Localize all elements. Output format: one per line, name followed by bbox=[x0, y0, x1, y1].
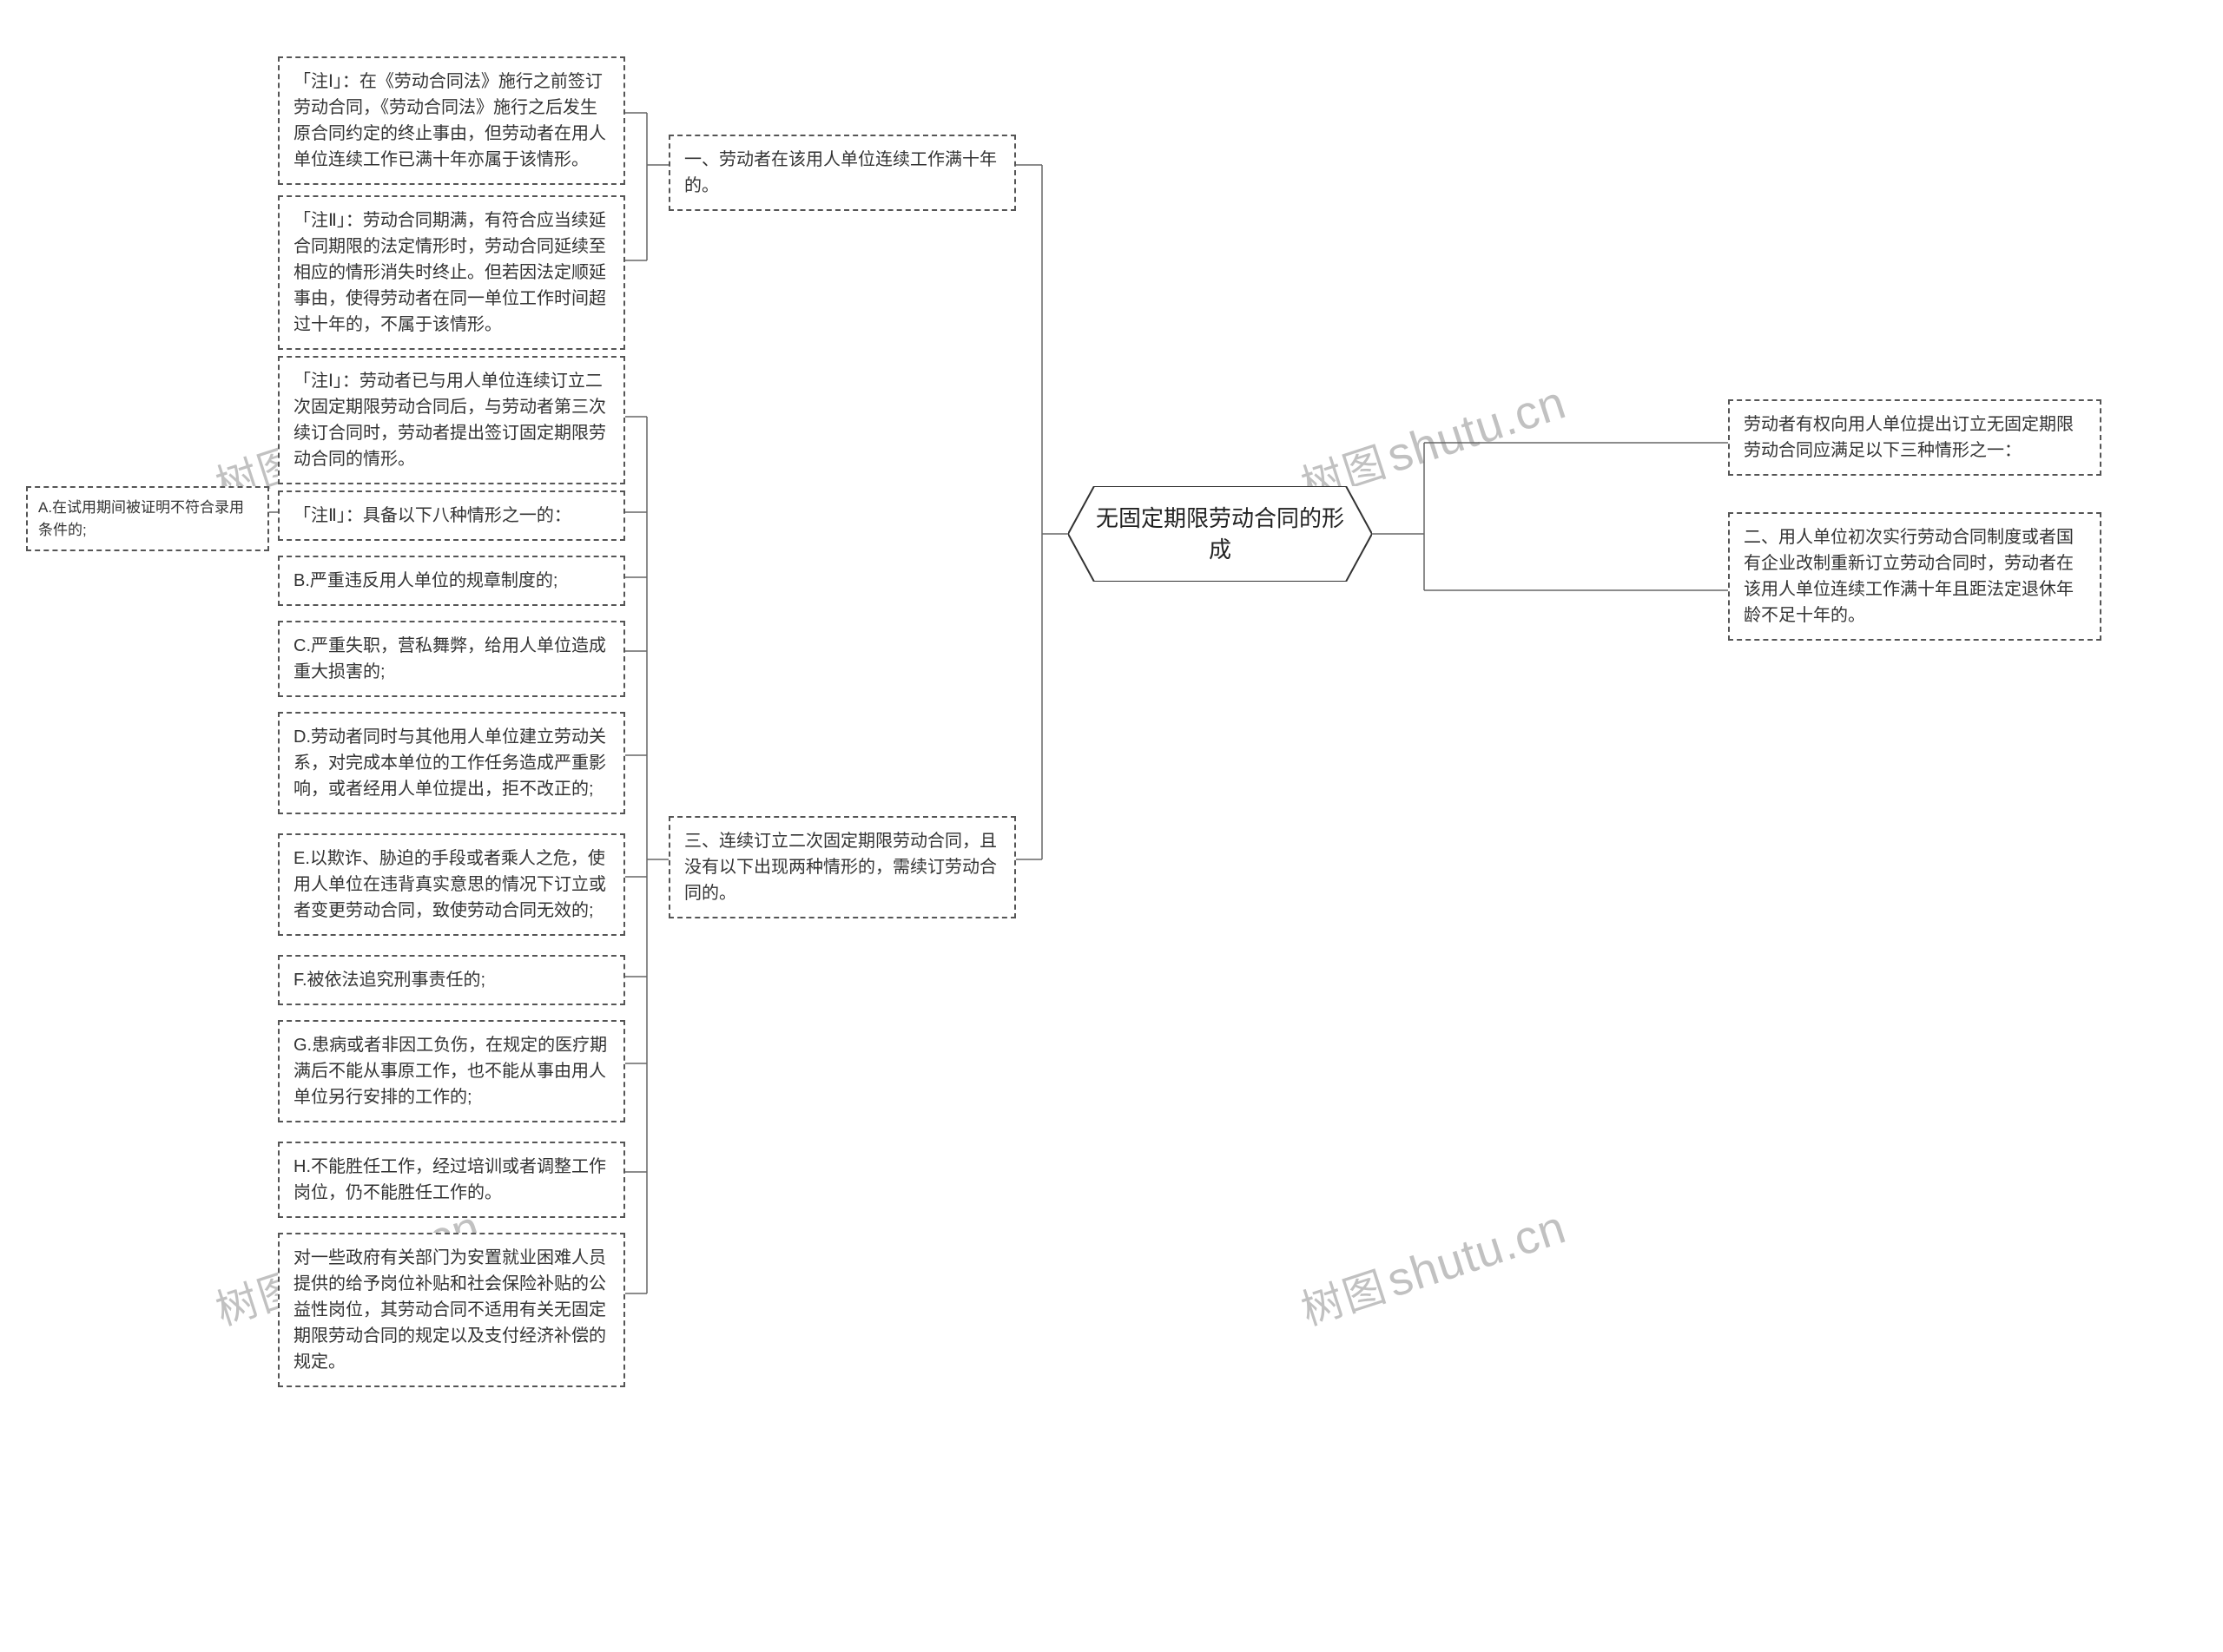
root-node: 无固定期限劳动合同的形成 bbox=[1068, 486, 1372, 582]
watermark-en: shutu.cn bbox=[1381, 1201, 1572, 1307]
node-item1-note1: 「注Ⅰ」：在《劳动合同法》施行之前签订劳动合同，《劳动合同法》施行之后发生原合同… bbox=[278, 56, 625, 185]
node-left-item1-title: 一、劳动者在该用人单位连续工作满十年的。 bbox=[669, 135, 1016, 211]
node-item3-note1: 「注Ⅰ」：劳动者已与用人单位连续订立二次固定期限劳动合同后，与劳动者第三次续订合… bbox=[278, 356, 625, 484]
node-h: H.不能胜任工作，经过培训或者调整工作岗位，仍不能胜任工作的。 bbox=[278, 1142, 625, 1218]
node-e: E.以欺诈、胁迫的手段或者乘人之危，使用人单位在违背真实意思的情况下订立或者变更… bbox=[278, 833, 625, 936]
node-b: B.严重违反用人单位的规章制度的; bbox=[278, 556, 625, 606]
node-a: A.在试用期间被证明不符合录用条件的; bbox=[26, 486, 269, 551]
watermark-cn: 树图 bbox=[1296, 1264, 1393, 1334]
node-right-intro: 劳动者有权向用人单位提出订立无固定期限劳动合同应满足以下三种情形之一： bbox=[1728, 399, 2101, 476]
node-extra: 对一些政府有关部门为安置就业困难人员提供的给予岗位补贴和社会保险补贴的公益性岗位… bbox=[278, 1233, 625, 1387]
node-c: C.严重失职，营私舞弊，给用人单位造成重大损害的; bbox=[278, 621, 625, 697]
node-item1-note2: 「注Ⅱ」：劳动合同期满，有符合应当续延合同期限的法定情形时，劳动合同延续至相应的… bbox=[278, 195, 625, 350]
node-f: F.被依法追究刑事责任的; bbox=[278, 955, 625, 1005]
watermark: 树图 shutu.cn bbox=[1292, 1195, 1573, 1337]
node-right-item2: 二、用人单位初次实行劳动合同制度或者国有企业改制重新订立劳动合同时，劳动者在该用… bbox=[1728, 512, 2101, 641]
node-g: G.患病或者非因工负伤，在规定的医疗期满后不能从事原工作，也不能从事由用人单位另… bbox=[278, 1020, 625, 1122]
root-label: 无固定期限劳动合同的形成 bbox=[1068, 503, 1372, 566]
node-d: D.劳动者同时与其他用人单位建立劳动关系，对完成本单位的工作任务造成严重影响，或… bbox=[278, 712, 625, 814]
watermark-en: shutu.cn bbox=[1381, 376, 1572, 483]
node-item3-note2-title: 「注Ⅱ」：具备以下八种情形之一的： bbox=[278, 490, 625, 541]
node-left-item3-title: 三、连续订立二次固定期限劳动合同，且没有以下出现两种情形的，需续订劳动合同的。 bbox=[669, 816, 1016, 918]
